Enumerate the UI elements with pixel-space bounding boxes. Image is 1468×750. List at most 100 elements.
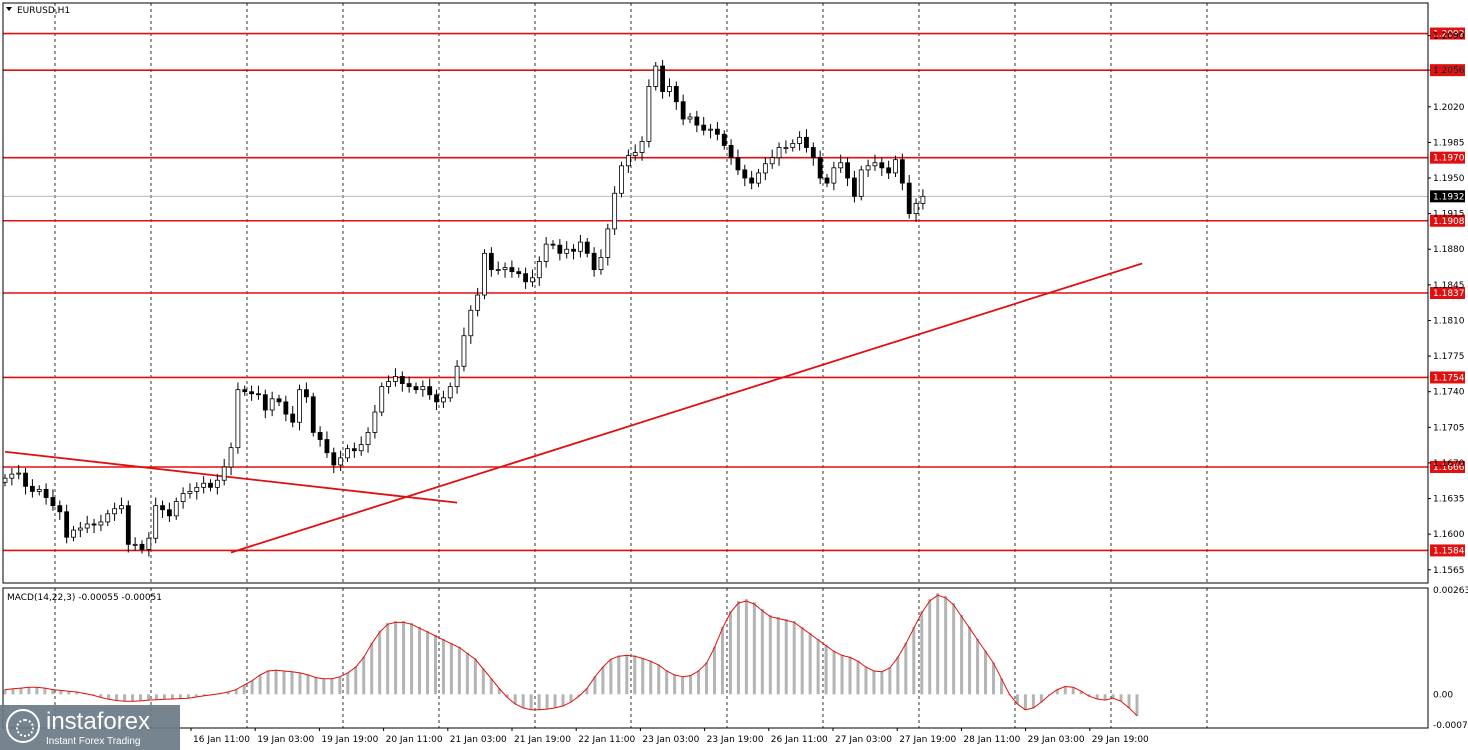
- macd-bar: [1103, 694, 1107, 701]
- candle-body: [324, 439, 330, 454]
- candle-body: [406, 383, 412, 388]
- candle-body: [256, 393, 261, 396]
- macd-bar: [1111, 694, 1115, 699]
- macd-bar: [465, 652, 469, 695]
- time-tick-label: 23 Jan 19:00: [707, 735, 764, 745]
- macd-bar: [912, 626, 916, 695]
- candle-body: [858, 169, 864, 197]
- candle-body: [804, 136, 809, 148]
- macd-bar: [282, 670, 286, 695]
- dropdown-triangle-icon[interactable]: [6, 7, 12, 11]
- trendline-descending[interactable]: [4, 450, 458, 504]
- macd-bar: [1095, 694, 1099, 700]
- candle-body: [132, 543, 138, 546]
- price-tick-label: 1.1740: [1433, 388, 1465, 398]
- support-resistance-levels[interactable]: 1.2092 1.2056 1.1970 1.1908 1.1837 1.1754 1.16…: [3, 27, 1465, 557]
- chart-title: EURUSD,H1: [6, 6, 70, 16]
- candle-body: [543, 243, 549, 262]
- trendlines[interactable]: [4, 262, 1143, 554]
- time-tick-label: 21 Jan 03:00: [450, 735, 507, 745]
- candle-body: [680, 101, 686, 120]
- candle-body: [440, 397, 446, 403]
- time-tick-label: 23 Jan 03:00: [642, 735, 699, 745]
- macd-bar: [681, 676, 685, 695]
- macd-bar: [880, 671, 884, 695]
- macd-bar: [146, 694, 150, 701]
- level-price-tag: [1430, 214, 1465, 227]
- macd-bar: [864, 666, 868, 695]
- macd-bar: [673, 674, 677, 695]
- macd-bar: [338, 676, 342, 695]
- candle-body: [57, 505, 63, 513]
- trendline-ascending[interactable]: [230, 262, 1143, 554]
- macd-bar: [792, 620, 796, 695]
- macd-bar: [433, 634, 437, 695]
- macd-bar: [362, 656, 366, 695]
- macd-bar: [1135, 694, 1139, 717]
- macd-bar: [402, 620, 406, 695]
- candle-body: [852, 177, 857, 197]
- candle-body: [84, 523, 90, 529]
- macd-bar: [577, 694, 581, 697]
- macd-bar: [123, 694, 127, 702]
- candle-body: [208, 482, 213, 488]
- candle-body: [187, 491, 193, 494]
- macd-bar: [354, 666, 358, 695]
- candle-body: [488, 252, 494, 270]
- macd-bar: [250, 680, 254, 695]
- price-tick-label: 1.2090: [1433, 32, 1465, 42]
- price-tick-label: 1.1775: [1433, 352, 1465, 362]
- candle-body: [297, 389, 302, 423]
- candle-body: [77, 527, 83, 531]
- price-tick-label: 1.1635: [1433, 495, 1465, 505]
- candle-body: [71, 529, 76, 538]
- candle-body: [91, 523, 97, 526]
- candle-body: [783, 147, 789, 149]
- macd-bar: [306, 674, 310, 695]
- price-tick-label: 1.2056: [1433, 66, 1465, 76]
- candle-body: [276, 398, 282, 403]
- candle-body: [420, 386, 426, 391]
- candle-body: [612, 192, 618, 230]
- candle-body: [625, 155, 631, 167]
- time-tick-label: 28 Jan 11:00: [963, 735, 1020, 745]
- candle-body: [728, 145, 734, 159]
- macd-bar: [266, 670, 270, 695]
- macd-bar: [131, 694, 135, 702]
- candle-body: [23, 472, 28, 487]
- candle-body: [598, 256, 604, 270]
- macd-bar: [928, 599, 932, 695]
- candle-body: [50, 497, 56, 507]
- macd-bar: [1119, 694, 1123, 702]
- macd-bar: [386, 622, 390, 695]
- macd-bar: [418, 626, 422, 695]
- price-tick-label: 1.2020: [1433, 103, 1465, 113]
- price-tick-label: 1.1810: [1433, 316, 1465, 326]
- macd-bar: [545, 694, 549, 710]
- candle-body: [454, 365, 460, 388]
- macd-bar: [1015, 694, 1019, 705]
- candle-body: [564, 248, 570, 254]
- price-tick-label: 1.1670: [1433, 459, 1465, 469]
- macd-tick-label: 0.00: [1433, 690, 1453, 700]
- candle-body: [139, 543, 145, 550]
- price-tick-label: 1.1915: [1433, 210, 1465, 220]
- macd-bar: [1031, 694, 1035, 709]
- time-tick-label: 21 Jan 19:00: [514, 735, 571, 745]
- candle-body: [242, 389, 248, 393]
- time-tick-label: 26 Jan 11:00: [771, 735, 828, 745]
- macd-bar: [330, 678, 334, 695]
- candle-body: [913, 203, 919, 215]
- candle-body: [639, 140, 645, 153]
- macd-signal-line: [4, 594, 1138, 717]
- candle-body: [447, 386, 453, 399]
- macd-bar: [992, 662, 996, 695]
- candle-body: [345, 448, 350, 459]
- macd-bar: [840, 654, 844, 695]
- candle-body: [317, 432, 323, 440]
- macd-bar: [27, 687, 31, 695]
- macd-bar: [697, 670, 701, 695]
- instaforex-logo: instaforex Instant Forex Trading: [0, 705, 180, 750]
- price-pane-frame: [2, 2, 1429, 584]
